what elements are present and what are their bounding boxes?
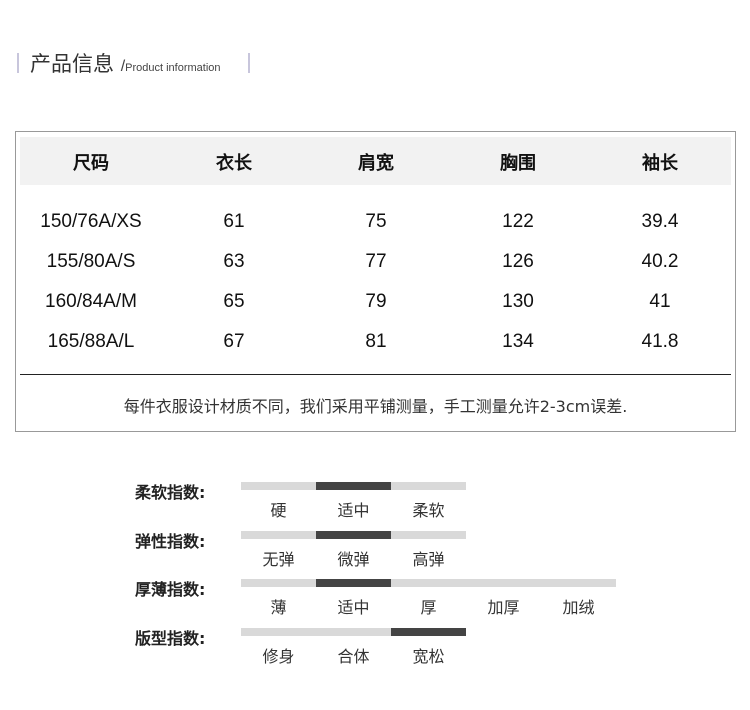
- index-label: 厚薄指数:: [135, 580, 206, 599]
- index-segment: [541, 579, 616, 587]
- index-segment: [391, 482, 466, 490]
- table-cell: 122: [502, 211, 534, 232]
- column-header: 尺码: [73, 153, 109, 174]
- index-segment: [241, 482, 316, 490]
- index-option: 高弹: [412, 549, 445, 569]
- table-cell: 134: [502, 331, 534, 352]
- slash: /: [120, 58, 126, 75]
- table-cell: 81: [365, 331, 387, 352]
- index-option: 薄: [270, 598, 287, 617]
- index-segment: [391, 627, 466, 636]
- index-option: 适中: [337, 598, 370, 617]
- table-cell: 61: [223, 211, 245, 232]
- table-cell: 160/84A/M: [45, 291, 137, 312]
- section-title: 产品信息 /Product information: [30, 48, 221, 78]
- table-cell: 77: [365, 251, 387, 272]
- table-cell: 39.4: [641, 211, 679, 232]
- index-option: 合体: [337, 646, 370, 666]
- index-label: 柔软指数:: [135, 483, 206, 502]
- table-cell: 75: [365, 211, 387, 232]
- index-segment: [241, 579, 316, 587]
- title-right-bar: [248, 53, 250, 73]
- table-cell: 150/76A/XS: [40, 211, 142, 232]
- index-segment: [241, 627, 316, 636]
- title-subtitle: Product information: [125, 62, 221, 74]
- table-cell: 65: [223, 291, 245, 312]
- index-option: 柔软: [412, 501, 445, 520]
- index-option: 硬: [270, 501, 287, 520]
- index-segment: [391, 579, 466, 587]
- table-cell: 67: [223, 331, 245, 352]
- table-cell: 41.8: [641, 331, 679, 352]
- index-option: 加厚: [487, 598, 520, 617]
- table-cell: 40.2: [641, 251, 679, 272]
- table-divider: [20, 374, 731, 375]
- table-cell: 79: [365, 291, 387, 312]
- index-option: 适中: [337, 501, 370, 520]
- column-header: 袖长: [642, 153, 678, 174]
- index-option: 微弹: [337, 549, 370, 569]
- table-cell: 126: [502, 251, 534, 272]
- column-header: 胸围: [500, 153, 536, 174]
- title-left-bar: [17, 53, 19, 73]
- index-segment: [391, 530, 466, 539]
- index-segment: [466, 579, 541, 587]
- index-label: 弹性指数:: [135, 531, 206, 551]
- table-cell: 165/88A/L: [47, 331, 135, 352]
- table-cell: 155/80A/S: [46, 251, 136, 272]
- index-option: 加绒: [562, 598, 595, 617]
- index-option: 修身: [262, 646, 295, 666]
- index-segment: [316, 579, 391, 587]
- measurement-note: 每件衣服设计材质不同，我们采用平铺测量，手工测量允许2-3cm误差.: [123, 397, 628, 416]
- index-label: 版型指数:: [135, 628, 206, 648]
- index-option: 厚: [420, 598, 437, 617]
- index-segment: [241, 530, 316, 539]
- column-header: 衣长: [216, 153, 252, 174]
- index-option: 无弹: [262, 549, 295, 569]
- table-cell: 130: [502, 291, 534, 312]
- index-segment: [316, 530, 391, 539]
- index-option: 宽松: [412, 646, 445, 666]
- title-text: 产品信息: [30, 52, 114, 76]
- table-cell: 41: [649, 291, 671, 312]
- size-table: [15, 131, 736, 432]
- index-segment: [316, 627, 391, 636]
- table-header: [20, 137, 731, 185]
- table-cell: 63: [223, 251, 245, 272]
- index-segment: [316, 482, 391, 490]
- column-header: 肩宽: [358, 153, 394, 174]
